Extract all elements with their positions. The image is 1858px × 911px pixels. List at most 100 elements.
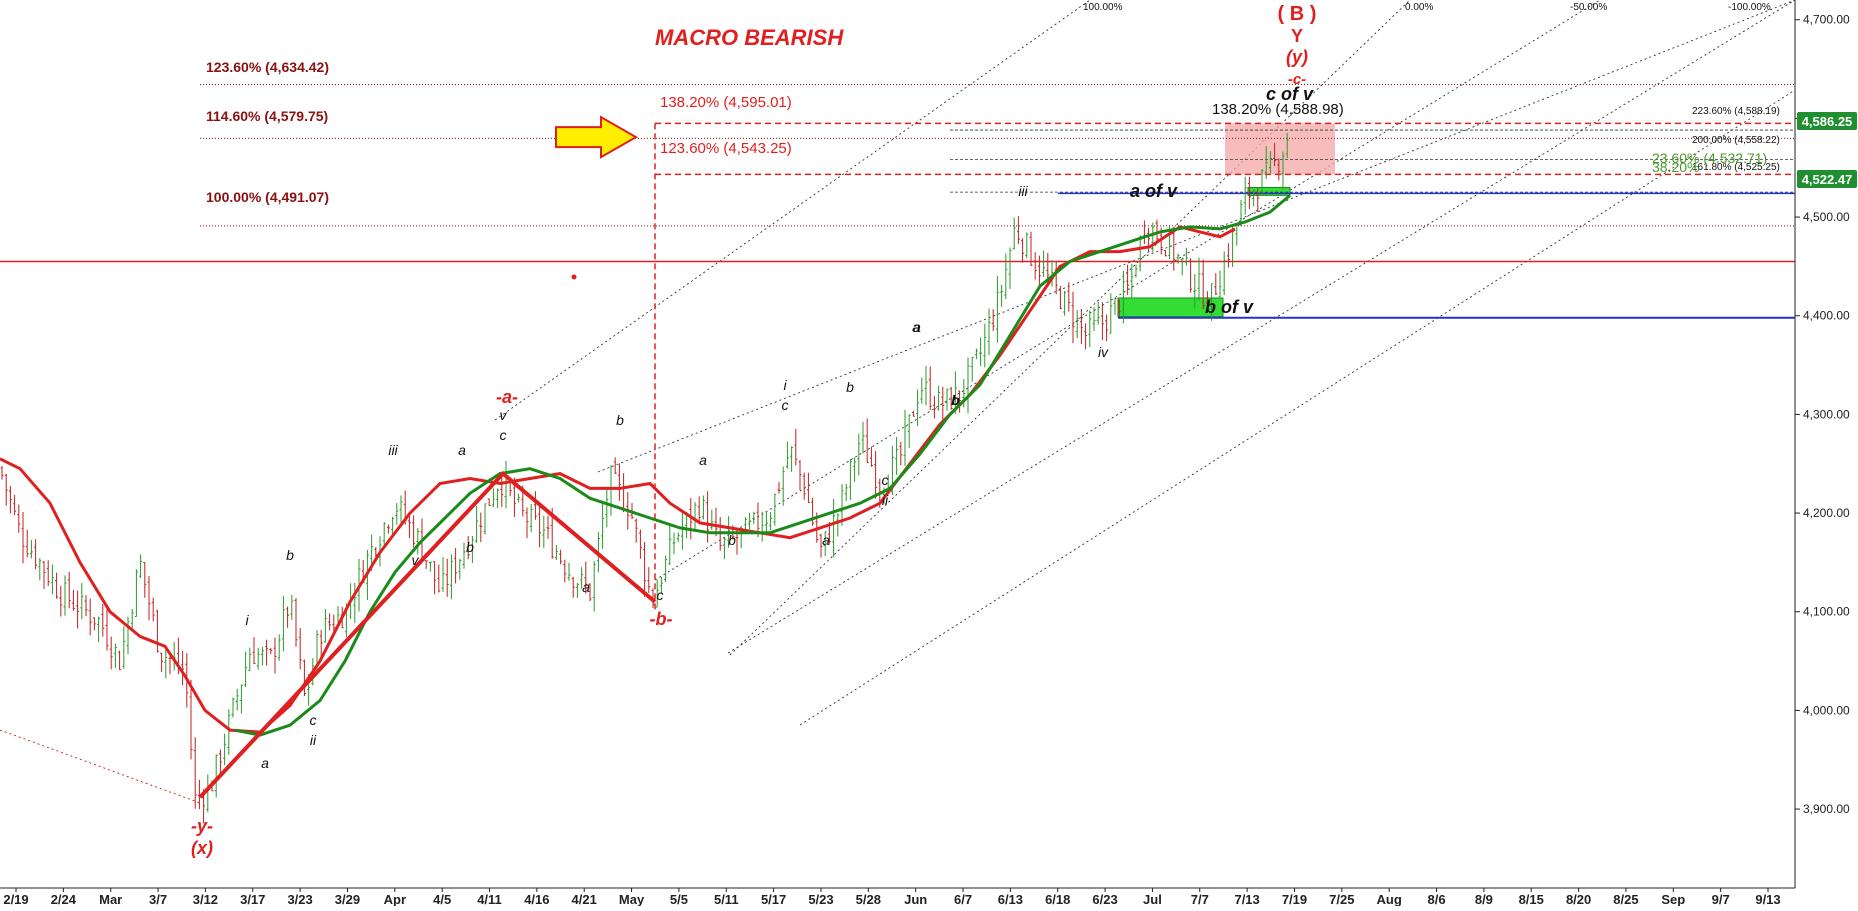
wave-label: a — [458, 442, 466, 458]
x-tick-label: 3/12 — [193, 892, 218, 906]
channel-line — [597, 0, 1796, 473]
wave-label: i — [245, 612, 249, 628]
wave-label: b — [616, 412, 624, 428]
wave-label: i — [783, 377, 787, 393]
y-tick-label: 3,900.00 — [1803, 802, 1850, 816]
wave-label: c — [310, 712, 317, 728]
x-tick-label: Mar — [99, 892, 122, 906]
fib-lines — [0, 83, 1795, 612]
red-wave-path — [198, 470, 657, 799]
x-tick-label: 3/23 — [287, 892, 312, 906]
x-tick-label: May — [619, 892, 645, 906]
wave-label: a — [582, 579, 590, 595]
x-tick-label: 6/13 — [998, 892, 1023, 906]
green-small-zone — [1247, 186, 1291, 196]
wave-label: b — [728, 532, 736, 548]
x-tick-label: 7/7 — [1191, 892, 1209, 906]
x-tick-label: 8/25 — [1613, 892, 1638, 906]
x-tick-label: 4/16 — [524, 892, 549, 906]
chart-title: MACRO BEARISH — [655, 25, 844, 50]
y-tick-label: 4,500.00 — [1803, 210, 1850, 224]
wave-y-x-bottom: (x) — [191, 838, 213, 858]
wave-label: a — [822, 532, 830, 548]
x-tick-label: 5/17 — [761, 892, 786, 906]
red-moving-average — [0, 225, 1236, 734]
wave-label: b — [952, 392, 960, 408]
fib-red-123-60: 123.60% (4,543.25) — [660, 140, 792, 157]
wave-big-Y: Y — [1291, 26, 1303, 46]
x-tick-label: 5/5 — [670, 892, 688, 906]
x-tick-label: 4/11 — [477, 892, 502, 906]
fib-green-23: 23.60% (4,532.71) — [1652, 150, 1767, 166]
price-badge-last: 4,586.25 — [1797, 112, 1857, 130]
wave-label: iii — [1018, 183, 1028, 199]
wave-label: ii — [310, 732, 317, 748]
x-tick-label: 7/13 — [1234, 892, 1259, 906]
wave-label: b — [846, 379, 854, 395]
wave-big-y: (y) — [1286, 47, 1308, 67]
channel-lines — [0, 0, 1796, 804]
fib-small-223: 223.60% (4,588.19) — [1692, 106, 1780, 117]
x-tick-label: Apr — [384, 892, 406, 906]
pink-target-zone — [1225, 123, 1335, 175]
channel-label-m50: -50.00% — [1570, 2, 1607, 13]
fib-label-123-60: 123.60% (4,634.42) — [206, 59, 329, 75]
x-tick-label: 9/7 — [1712, 892, 1730, 906]
channel-line — [494, 0, 1091, 421]
fib-label-100-00: 100.00% (4,491.07) — [206, 189, 329, 205]
green-moving-average — [234, 194, 1291, 737]
x-tick-label: 6/18 — [1045, 892, 1070, 906]
wave-label: c — [882, 472, 889, 488]
channel-label-m100: -100.00% — [1728, 2, 1771, 13]
x-tick-label: 8/6 — [1428, 892, 1446, 906]
x-tick-label: 3/7 — [149, 892, 167, 906]
x-tick-label: 3/17 — [240, 892, 265, 906]
yellow-arrow — [555, 115, 639, 159]
channel-line — [727, 0, 1796, 654]
fib-label-114-60: 114.60% (4,579.75) — [206, 108, 328, 124]
wave-c-top: -c- — [1288, 71, 1306, 88]
y-tick-label: 4,200.00 — [1803, 506, 1850, 520]
channel-line — [729, 0, 1411, 656]
channel-line — [0, 729, 201, 804]
fib-green-38: 38.20% — [1652, 159, 1699, 175]
wave-label: a — [913, 319, 921, 335]
wave-label: b — [466, 539, 474, 555]
x-tick-label: 2/24 — [51, 892, 77, 906]
x-tick-label: 4/21 — [572, 892, 597, 906]
wave-label: v — [412, 552, 420, 568]
price-badge-last-text: 4,586.25 — [1802, 114, 1853, 129]
y-tick-label: 4,100.00 — [1803, 605, 1850, 619]
wave-label: a — [912, 319, 920, 335]
wave-label: c — [500, 427, 507, 443]
x-tick-label: 6/23 — [1092, 892, 1117, 906]
x-tick-label: Jun — [904, 892, 927, 906]
wave-a-of-v: a of v — [1130, 181, 1178, 201]
wave-c-of-v: c of v — [1266, 84, 1314, 104]
wave-b-of-v: b of v — [1205, 297, 1254, 317]
x-tick-label: 8/15 — [1519, 892, 1544, 906]
wave-label: v — [500, 407, 508, 423]
wave-y-x-top: -y- — [191, 816, 213, 836]
moving-averages — [0, 194, 1291, 737]
x-tick-label: 4/5 — [433, 892, 451, 906]
fib-target-label: 138.20% (4,588.98) — [1212, 101, 1344, 118]
x-tick-label: Sep — [1661, 892, 1685, 906]
x-tick-label: 5/11 — [714, 892, 739, 906]
price-badge-ma-text: 4,522.47 — [1802, 172, 1853, 187]
y-tick-label: 4,000.00 — [1803, 703, 1850, 717]
red-dot — [571, 274, 577, 280]
x-tick-label: 6/7 — [954, 892, 972, 906]
x-tick-label: Aug — [1377, 892, 1402, 906]
wave-label: a — [699, 452, 707, 468]
x-tick-label: 7/19 — [1282, 892, 1307, 906]
x-tick-label: 9/13 — [1755, 892, 1780, 906]
wave-label: ii — [882, 492, 889, 508]
channel-line — [799, 89, 1796, 726]
zones-layer — [1117, 123, 1335, 318]
x-tick-label: 8/9 — [1475, 892, 1493, 906]
